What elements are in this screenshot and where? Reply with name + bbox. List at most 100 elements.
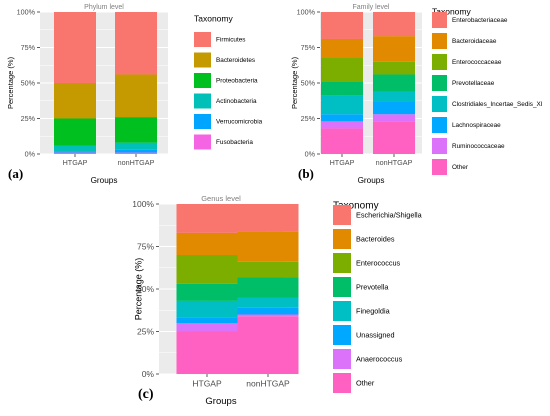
legend-label: Anaerococcus (356, 355, 403, 364)
bar-segment (176, 331, 238, 374)
y-tick-label: 75% (21, 43, 36, 52)
bar-segment (373, 101, 415, 115)
x-tick-label: nonHTGAP (246, 379, 290, 389)
legend-label: Prevotellaceae (452, 80, 495, 87)
bar-segment (176, 232, 238, 255)
bar-segment (373, 36, 415, 62)
x-tick-label: HTGAP (192, 379, 222, 389)
legend-swatch (432, 54, 447, 70)
bar-segment (373, 114, 415, 122)
y-tick-label: 50% (137, 284, 154, 294)
bar-segment (237, 316, 299, 374)
bar-segment (321, 121, 363, 129)
bar-segment (176, 317, 238, 323)
legend-swatch (432, 138, 447, 154)
x-tick-label: nonHTGAP (118, 158, 155, 167)
chart-title: Family level (353, 4, 390, 11)
legend-title: Taxonomy (194, 13, 233, 23)
bar-segment (373, 91, 415, 102)
bar-segment (176, 255, 238, 284)
bar-segment (237, 261, 299, 278)
legend-swatch (432, 159, 447, 175)
bar-segment (321, 38, 363, 58)
bar-segment (237, 307, 299, 315)
y-tick-label: 100% (17, 8, 36, 17)
chart-panel-c: 0% 25% 50% 75% 100% HTGAP nonHTGAP Genus level G… (132, 194, 422, 407)
x-axis-label: Groups (205, 396, 236, 407)
legend-label: Actinobacteria (216, 98, 257, 105)
y-tick-label: 0% (25, 150, 36, 159)
legend-title: Taxonomy (432, 6, 471, 16)
legend-label: Verrucomicrobia (216, 119, 263, 126)
legend-label: Prevotella (356, 283, 389, 292)
bar-segment (54, 118, 96, 146)
legend-swatch (194, 93, 211, 109)
legend-label: Bacteroidetes (216, 57, 255, 64)
legend-label: Proteobacteria (216, 78, 258, 85)
bar-segment (321, 114, 363, 122)
x-axis-label: Groups (358, 176, 385, 185)
y-axis-label: Percentage (%) (6, 56, 15, 109)
legend-label: Fusobacteria (216, 139, 253, 146)
y-tick-label: 100% (297, 8, 316, 17)
y-tick-label: 75% (301, 43, 316, 52)
bar-segment (115, 12, 157, 75)
legend-title: Taxonomy (333, 200, 379, 211)
legend-label: Enterococcaceae (452, 59, 502, 66)
bar-segment (373, 74, 415, 92)
legend-label: Bacteroidaceae (452, 38, 497, 45)
bar-segment (237, 297, 299, 308)
y-axis-label: Percentage (%) (134, 258, 144, 321)
bar-segment (176, 300, 238, 318)
bar-segment (115, 142, 157, 150)
bar-segment (373, 121, 415, 154)
bar-segment (237, 231, 299, 262)
bar-segment (321, 95, 363, 115)
y-tick-label: 75% (137, 241, 154, 251)
bar-segment (321, 57, 363, 82)
bar-segment (373, 12, 415, 37)
y-tick-label: 0% (142, 369, 155, 379)
bar-segment (237, 314, 299, 317)
legend-label: Enterobacteriaceae (452, 17, 508, 24)
bar-segment (321, 12, 363, 39)
x-axis-label: Groups (91, 176, 118, 185)
bar-segment (54, 145, 96, 152)
y-tick-label: 50% (21, 79, 36, 88)
y-tick-label: 25% (137, 326, 154, 336)
x-tick-label: HTGAP (330, 158, 355, 167)
y-tick-label: 100% (132, 199, 154, 209)
bar-segment (176, 283, 238, 301)
y-tick-label: 25% (21, 114, 36, 123)
legend-swatch (194, 73, 211, 88)
x-tick-label: nonHTGAP (376, 158, 413, 167)
legend-label: Enterococcus (356, 259, 401, 268)
bar-segment (115, 74, 157, 118)
bar-segment (54, 12, 96, 83)
legend-swatch (194, 32, 211, 47)
y-axis-label: Percentage (%) (290, 56, 299, 109)
bar-segment (321, 128, 363, 154)
legend-label: Ruminococcaceae (452, 143, 505, 150)
bar-segment (237, 277, 299, 298)
bar-segment (115, 152, 157, 154)
legend-swatch (333, 325, 351, 345)
legend-swatch (333, 205, 351, 225)
legend-swatch (432, 117, 447, 133)
bar-segment (321, 81, 363, 96)
legend-swatch (432, 96, 447, 112)
bar-segment (54, 151, 96, 153)
legend-label: Finegoldia (356, 307, 391, 316)
chart-panel-a: 0% 25% 50% 75% 100% HTGAP nonHTGAP Phylum level… (6, 4, 263, 185)
bar-segment (54, 83, 96, 119)
y-tick-label: 50% (301, 79, 316, 88)
legend-swatch (432, 75, 447, 91)
legend-label: Lachnospiraceae (452, 122, 501, 129)
x-tick-label: HTGAP (63, 158, 88, 167)
chart-panel-b: 0% 25% 50% 75% 100% HTGAP nonHTGAP Family level… (290, 4, 543, 185)
panel-letter: (a) (8, 166, 23, 181)
bar-segment (373, 61, 415, 75)
legend-swatch (432, 12, 447, 28)
